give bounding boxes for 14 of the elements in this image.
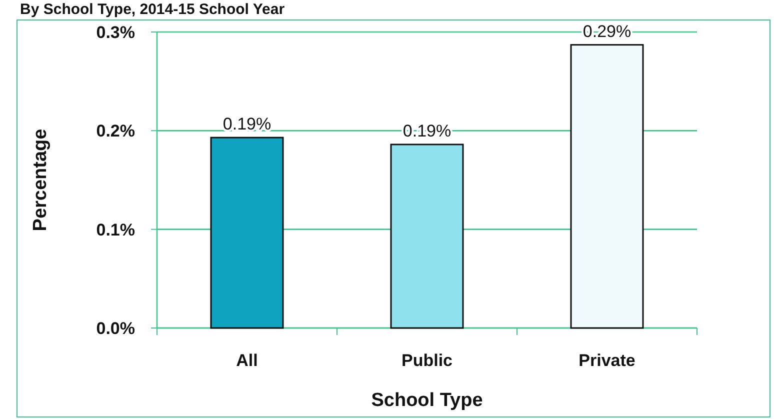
chart-title: By School Type, 2014-15 School Year bbox=[20, 1, 285, 18]
x-tick-label: All bbox=[236, 351, 258, 370]
y-tick-label: 0.1% bbox=[96, 220, 135, 240]
data-label: 0.19% bbox=[222, 114, 272, 134]
y-tick-label: 0.0% bbox=[96, 318, 135, 338]
x-tick-label: Private bbox=[578, 351, 636, 370]
bar bbox=[570, 44, 644, 329]
y-axis-title: Percentage bbox=[30, 128, 51, 232]
y-tick-label: 0.3% bbox=[96, 22, 135, 42]
x-tick-label: Public bbox=[401, 351, 453, 370]
bar bbox=[210, 136, 284, 329]
y-tick-label: 0.2% bbox=[96, 122, 135, 141]
bar bbox=[390, 144, 464, 329]
x-axis-title: School Type bbox=[371, 390, 483, 411]
